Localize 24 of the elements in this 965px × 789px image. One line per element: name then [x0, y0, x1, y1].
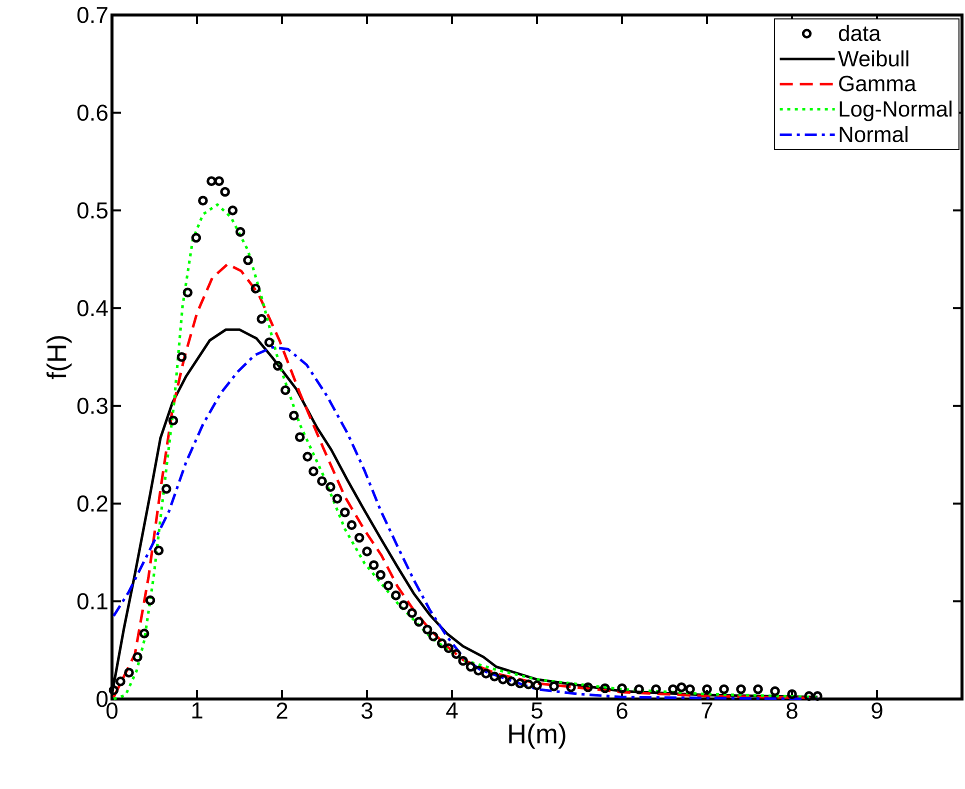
y-tick-label: 0.4: [77, 300, 108, 316]
x-tick-label: 8: [786, 702, 798, 719]
legend-label: Log-Normal: [840, 100, 952, 122]
y-axis-title: f(H): [46, 336, 72, 380]
y-tick-label: 0.3: [77, 398, 108, 414]
y-tick-label: 0.5: [77, 202, 108, 219]
y-tick-label: 0: [96, 690, 108, 708]
x-tick-label: 9: [872, 702, 882, 719]
x-tick-label: 6: [616, 702, 628, 719]
legend-label: data: [838, 24, 881, 42]
x-tick-label: 3: [361, 702, 372, 719]
x-tick-label: 7: [702, 702, 712, 718]
y-tick-label: 0.1: [77, 593, 108, 610]
x-tick-label: 5: [532, 702, 542, 719]
legend-label: Weibull: [838, 50, 908, 66]
y-tick-label: 0.2: [77, 495, 108, 512]
legend-label: Gamma: [839, 76, 916, 92]
x-tick-label: 2: [276, 702, 288, 719]
x-axis-title: H(m): [509, 724, 566, 749]
y-tick-label: 0.7: [77, 6, 108, 24]
x-tick-label: 4: [446, 702, 458, 718]
x-tick-label: 1: [192, 702, 202, 718]
y-tick-label: 0.6: [77, 104, 108, 121]
legend-label: Normal: [840, 126, 908, 142]
